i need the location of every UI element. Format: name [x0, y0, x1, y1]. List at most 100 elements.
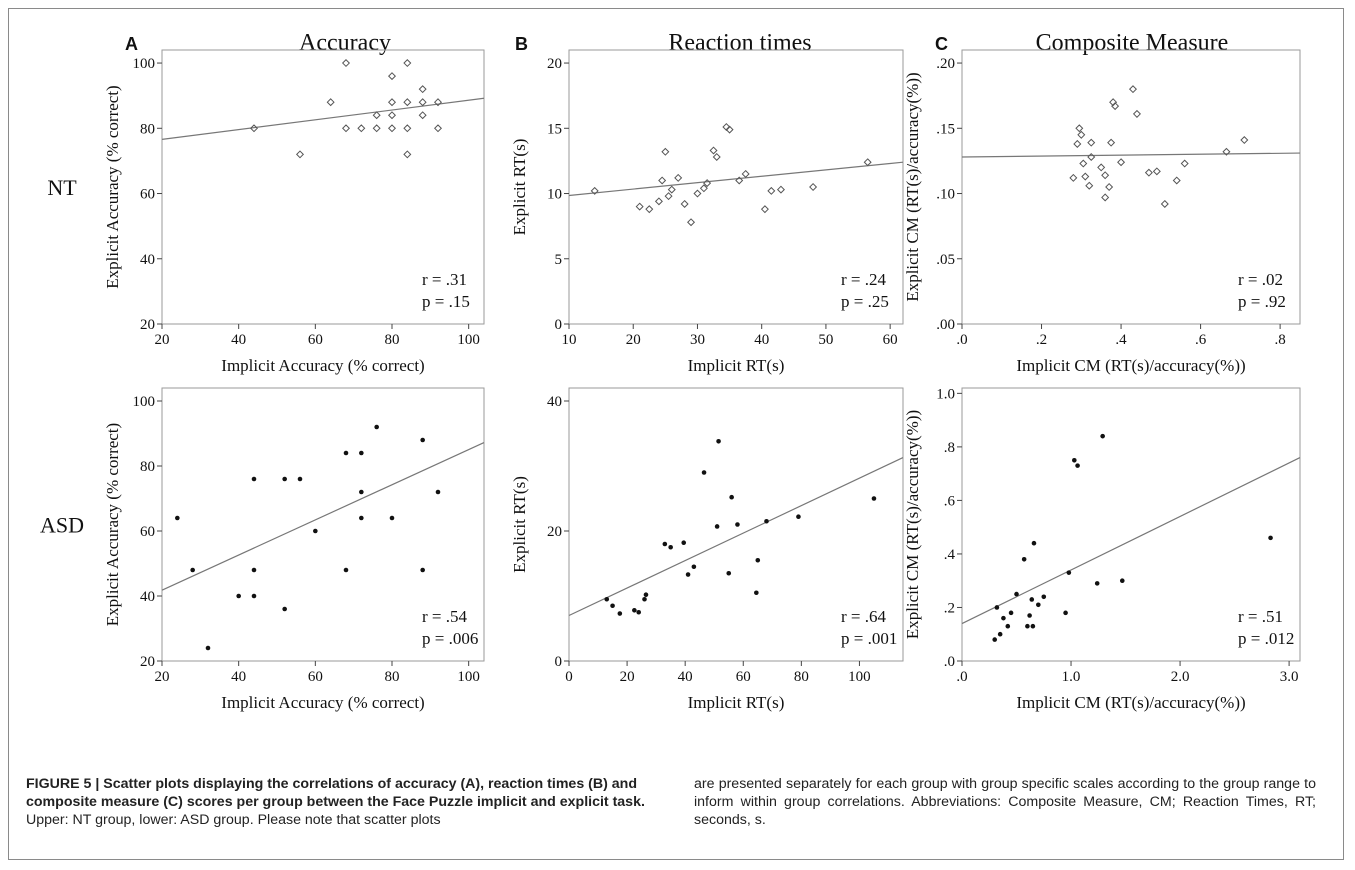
panel-nt-a-xtick-label: 80	[385, 332, 400, 348]
panel-asd-c-p-stat: p = .012	[1238, 629, 1294, 648]
panel-nt-a-r-stat: r = .31	[422, 270, 467, 289]
panel-asd-b-point	[755, 557, 761, 563]
panel-nt-b-point	[667, 185, 676, 194]
panel-nt-b-point	[664, 192, 673, 201]
panel-nt-a-point	[387, 111, 397, 120]
caption-title: FIGURE 5 | Scatter plots displaying the …	[26, 776, 645, 810]
panel-nt-b-point	[703, 179, 712, 188]
panel-nt-b-xtick-label: 60	[883, 332, 898, 348]
panel-asd-c-point	[1075, 463, 1080, 468]
panel-asd-b-ylabel: Explicit RT(s)	[510, 476, 529, 573]
panel-nt-c-point	[1111, 102, 1120, 111]
panel-nt-b-point	[687, 218, 696, 227]
panel-nt-b-point	[680, 199, 689, 208]
panel-nt-b-point	[709, 146, 718, 155]
panel-asd-a-ytick-label: 40	[140, 589, 155, 605]
row-label-asd: ASD	[40, 513, 84, 538]
scatter-figure: A Accuracy B Reaction times C Composite Measu…	[40, 30, 1301, 712]
panel-letter-b: B	[515, 34, 528, 54]
panel-asd-b-plot-area	[568, 387, 904, 662]
panel-asd-b-point	[685, 572, 691, 577]
panel-nt-b-ylabel: Explicit RT(s)	[510, 139, 529, 236]
panel-asd-b-xlabel: Implicit RT(s)	[688, 693, 785, 712]
panel-asd-c-r-stat: r = .51	[1238, 607, 1283, 626]
panel-asd-b-point	[636, 609, 642, 615]
panel-asd-b-xtick-label: 40	[678, 669, 693, 685]
panel-nt-c-point	[1085, 181, 1094, 190]
panel-asd-a-ytick-label: 60	[140, 524, 155, 540]
panel-asd-b-ytick-label: 0	[555, 654, 563, 670]
panel-nt-b-point	[776, 185, 785, 194]
panel-asd-a-ytick-label: 80	[140, 459, 155, 475]
panel-nt-c-xtick-label: .2	[1036, 332, 1047, 348]
panel-asd-c-xtick-label: 3.0	[1280, 669, 1299, 685]
panel-nt-a-xtick-label: 20	[155, 332, 170, 348]
panel-asd-a-point	[359, 489, 364, 495]
panel-nt-b-point	[645, 205, 654, 214]
panel-nt-c-xtick-label: .8	[1274, 332, 1285, 348]
panel-asd-a-ytick-label: 20	[140, 654, 155, 670]
panel-nt-c-ytick-label: .15	[936, 121, 955, 137]
panel-asd-c-xtick-label: 1.0	[1062, 669, 1081, 685]
panel-asd-a-xtick-label: 100	[457, 669, 480, 685]
panel-asd-b-point	[735, 522, 740, 527]
panel-asd-b-point	[610, 603, 615, 609]
panel-nt-b-ytick-label: 5	[555, 252, 563, 268]
panel-asd-c-ytick-label: 1.0	[936, 386, 955, 402]
panel-asd-b-ytick-label: 20	[547, 524, 562, 540]
panel-nt-b-point	[741, 169, 750, 178]
panel-nt-b-xtick-label: 30	[690, 332, 705, 348]
panel-nt-a-point	[418, 111, 427, 120]
panel-nt-b-point	[658, 176, 667, 185]
panel-asd-a-point	[343, 567, 349, 573]
panel-nt-c-xtick-label: .4	[1115, 332, 1127, 348]
panel-asd-b-xtick-label: 0	[565, 669, 573, 685]
panel-nt-b-point	[661, 147, 670, 156]
figure-caption-right: are presented separately for each group …	[694, 775, 1316, 829]
panel-asd-c-ytick-label: .4	[944, 547, 956, 563]
panel-asd-b-point	[604, 596, 610, 602]
panel-letter-a: A	[125, 34, 138, 54]
panel-asd-a-xtick-label: 40	[231, 669, 246, 685]
panel-nt-c-point	[1240, 136, 1249, 145]
panel-nt-c-fit-line	[961, 152, 1301, 158]
panel-nt-c-point	[1101, 193, 1110, 202]
panel-asd-a-ytick-label: 100	[133, 394, 156, 410]
panel-nt-b-point	[863, 158, 872, 167]
panel-nt-a-point	[357, 124, 366, 133]
panel-asd-a-point	[282, 476, 287, 482]
panel-asd-a-plot-area	[161, 387, 485, 662]
panel-nt-b-xtick-label: 40	[754, 332, 769, 348]
panel-nt-c-point	[1105, 182, 1114, 192]
panel-nt-b-xlabel: Implicit RT(s)	[688, 356, 785, 375]
panel-asd-b-p-stat: p = .001	[841, 629, 897, 648]
figure-caption-left: FIGURE 5 | Scatter plots displaying the …	[26, 775, 674, 829]
panel-asd-a-point	[374, 424, 379, 430]
panel-nt-c-point	[1081, 172, 1090, 181]
panel-nt-b-xtick-label: 50	[818, 332, 833, 348]
panel-nt-a-ytick-label: 20	[140, 317, 155, 333]
panel-nt-b-point	[590, 186, 599, 195]
panel-asd-b-point	[714, 524, 720, 529]
panel-nt-c-point	[1160, 199, 1169, 208]
panel-asd-c-ytick-label: .6	[944, 493, 956, 509]
panel-nt-c-ylabel: Explicit CM (RT(s)/accuracy(%))	[903, 72, 922, 301]
panel-nt-a-point	[341, 124, 351, 133]
panel-asd-c-point	[1021, 556, 1027, 562]
panel-asd-b-point	[729, 494, 734, 500]
panel-asd-c-point	[1094, 581, 1100, 586]
caption-body-2: are presented separately for each group …	[694, 776, 1316, 828]
panel-nt-c-xtick-label: .0	[956, 332, 967, 348]
panel-nt-c-point	[1222, 147, 1231, 156]
column-title-3: Composite Measure	[1036, 30, 1229, 56]
panel-asd-a-xtick-label: 60	[308, 669, 323, 685]
panel-asd-b-point	[642, 596, 647, 602]
panel-asd-b-point	[701, 470, 707, 475]
panel-asd-b-ytick-label: 40	[547, 394, 562, 410]
panel-nt-b-point	[635, 202, 644, 211]
panel-nt-b-ytick-label: 0	[555, 317, 563, 333]
panel-nt-c-point	[1069, 173, 1078, 182]
panel-asd-c-point	[1031, 540, 1037, 546]
panel-asd-a-point	[313, 528, 318, 534]
